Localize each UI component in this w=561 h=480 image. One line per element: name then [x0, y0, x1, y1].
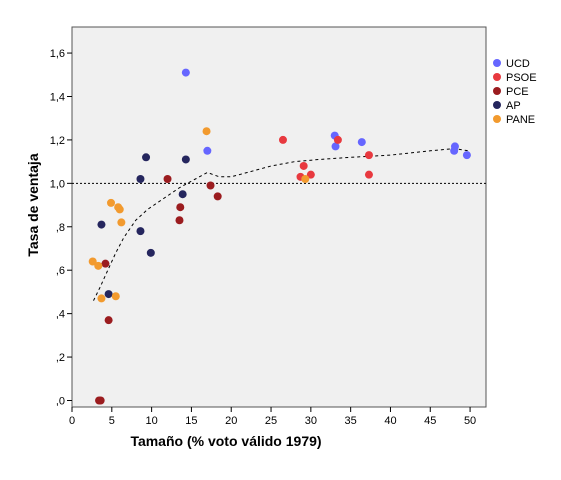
data-point-ucd [181, 68, 190, 77]
legend-marker-psoe [493, 73, 501, 81]
x-tick-label: 5 [109, 415, 115, 427]
y-axis-title: Tasa de ventaja [25, 153, 41, 256]
data-point-ap [142, 153, 151, 162]
data-point-pane [202, 127, 211, 136]
data-point-pce [213, 192, 222, 201]
data-point-psoe [299, 161, 308, 170]
data-point-pane [301, 175, 310, 183]
data-point-pane [94, 261, 103, 270]
plot-background [71, 26, 487, 408]
y-tick-label: ,8 [56, 222, 65, 234]
data-point-pce [96, 396, 105, 405]
data-point-ucd [357, 138, 366, 147]
data-point-pce [175, 216, 184, 225]
data-point-pane [88, 257, 97, 266]
x-tick-label: 15 [185, 415, 197, 427]
data-point-ucd [331, 142, 340, 151]
legend-marker-ucd [493, 59, 501, 67]
x-tick-label: 20 [225, 415, 237, 427]
y-tick-label: ,2 [56, 352, 65, 364]
y-tick-label: ,0 [56, 395, 65, 407]
x-tick-label: 25 [265, 415, 277, 427]
legend-label-ucd: UCD [506, 58, 530, 70]
points-layer [88, 68, 471, 405]
legend-label-psoe: PSOE [506, 72, 537, 84]
data-point-ucd [462, 151, 471, 160]
data-point-psoe [306, 170, 315, 179]
x-tick-label: 35 [345, 415, 357, 427]
x-tick-label: 45 [424, 415, 436, 427]
data-point-pce [176, 203, 185, 212]
y-tick-label: 1,6 [50, 48, 65, 60]
data-point-ap [136, 227, 145, 236]
y-tick-label: 1,4 [50, 91, 65, 103]
data-point-ap [97, 220, 106, 229]
data-point-ucd [203, 146, 212, 155]
data-point-psoe [278, 135, 287, 144]
data-point-pane [107, 198, 116, 207]
y-tick-label: ,6 [56, 265, 65, 277]
legend-label-pane: PANE [506, 114, 535, 126]
data-point-ap [136, 175, 145, 183]
data-point-ucd [450, 146, 459, 155]
x-tick-label: 40 [384, 415, 396, 427]
data-point-ap [181, 155, 190, 164]
y-tick-label: ,4 [56, 309, 65, 321]
data-point-pane [111, 292, 120, 301]
data-point-psoe [364, 170, 373, 179]
data-point-pane [117, 218, 126, 227]
data-point-pce [104, 316, 113, 325]
x-tick-label: 0 [69, 415, 75, 427]
data-point-psoe [333, 135, 342, 144]
data-point-pane [97, 294, 106, 303]
x-tick-label: 50 [464, 415, 476, 427]
legend-marker-pane [493, 115, 501, 123]
x-tick-label: 30 [305, 415, 317, 427]
y-tick-label: 1,2 [50, 135, 65, 147]
legend-label-ap: AP [506, 100, 521, 112]
x-tick-label: 10 [145, 415, 157, 427]
data-point-pce [101, 259, 110, 268]
y-axis: ,0 ,2 ,4 ,6 ,8 1,0 1,2 1,4 1,6 [50, 48, 72, 407]
data-point-psoe [364, 151, 373, 160]
data-point-ap [178, 190, 187, 199]
data-point-ap [146, 248, 155, 257]
data-point-ap [104, 290, 113, 299]
data-point-pane [115, 205, 124, 214]
data-point-pce [163, 175, 172, 183]
legend-marker-pce [493, 87, 501, 95]
data-point-pce [206, 181, 215, 190]
x-axis: 0 5 10 15 20 25 30 35 40 45 50 [69, 407, 476, 427]
y-tick-label: 1,0 [50, 178, 65, 190]
legend-marker-ap [493, 101, 501, 109]
legend: UCD PSOE PCE AP PANE [493, 58, 537, 126]
legend-label-pce: PCE [506, 86, 529, 98]
x-axis-title: Tamaño (% voto válido 1979) [130, 433, 321, 449]
